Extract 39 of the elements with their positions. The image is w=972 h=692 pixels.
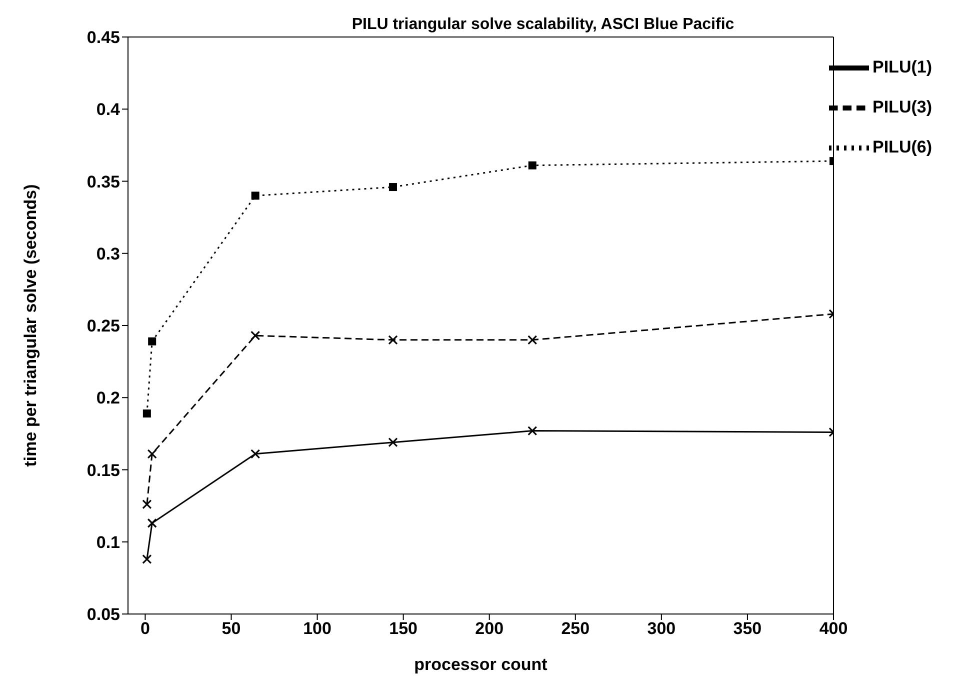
y-tick-label: 0.15 xyxy=(86,460,120,480)
x-tick-label: 350 xyxy=(733,619,762,638)
point xyxy=(142,500,152,510)
point xyxy=(142,409,151,418)
point xyxy=(250,330,260,340)
y-tick-label: 0.4 xyxy=(96,100,121,120)
x-axis-title: processor count xyxy=(414,655,548,674)
point xyxy=(250,449,260,459)
y-tick-label: 0.1 xyxy=(96,532,120,552)
chart-title: PILU triangular solve scalability, ASCI Blue Pacific xyxy=(350,16,736,34)
x-tick-label: 200 xyxy=(475,619,504,638)
legend-label: PILU(3) xyxy=(872,97,932,116)
y-tick-label: 0.2 xyxy=(96,388,120,408)
point xyxy=(388,438,398,448)
x-tick-label: 100 xyxy=(303,619,332,638)
point xyxy=(528,426,538,436)
y-tick-label: 0.35 xyxy=(86,172,120,192)
point xyxy=(147,518,157,528)
y-tick-label: 0.05 xyxy=(86,605,120,624)
x-tick-label: 50 xyxy=(222,619,241,638)
point xyxy=(528,161,536,170)
y-axis-title: time per triangular solve (seconds) xyxy=(21,184,40,467)
y-tick-label: 0.25 xyxy=(86,316,120,336)
y-tick-label: 0.45 xyxy=(86,28,120,48)
point xyxy=(148,337,156,346)
point xyxy=(388,183,397,192)
x-tick-label: 400 xyxy=(819,619,848,638)
point xyxy=(142,554,152,564)
x-tick-label: 0 xyxy=(140,619,150,638)
legend-label: PILU(6) xyxy=(872,137,932,156)
x-tick-label: 150 xyxy=(389,619,418,638)
legend-label: PILU(1) xyxy=(872,57,932,76)
y-tick-label: 0.3 xyxy=(96,244,120,264)
point xyxy=(388,335,398,345)
x-tick-label: 300 xyxy=(647,619,676,638)
point xyxy=(147,449,157,459)
point xyxy=(528,335,538,345)
point xyxy=(251,192,260,200)
x-tick-label: 250 xyxy=(561,619,590,638)
